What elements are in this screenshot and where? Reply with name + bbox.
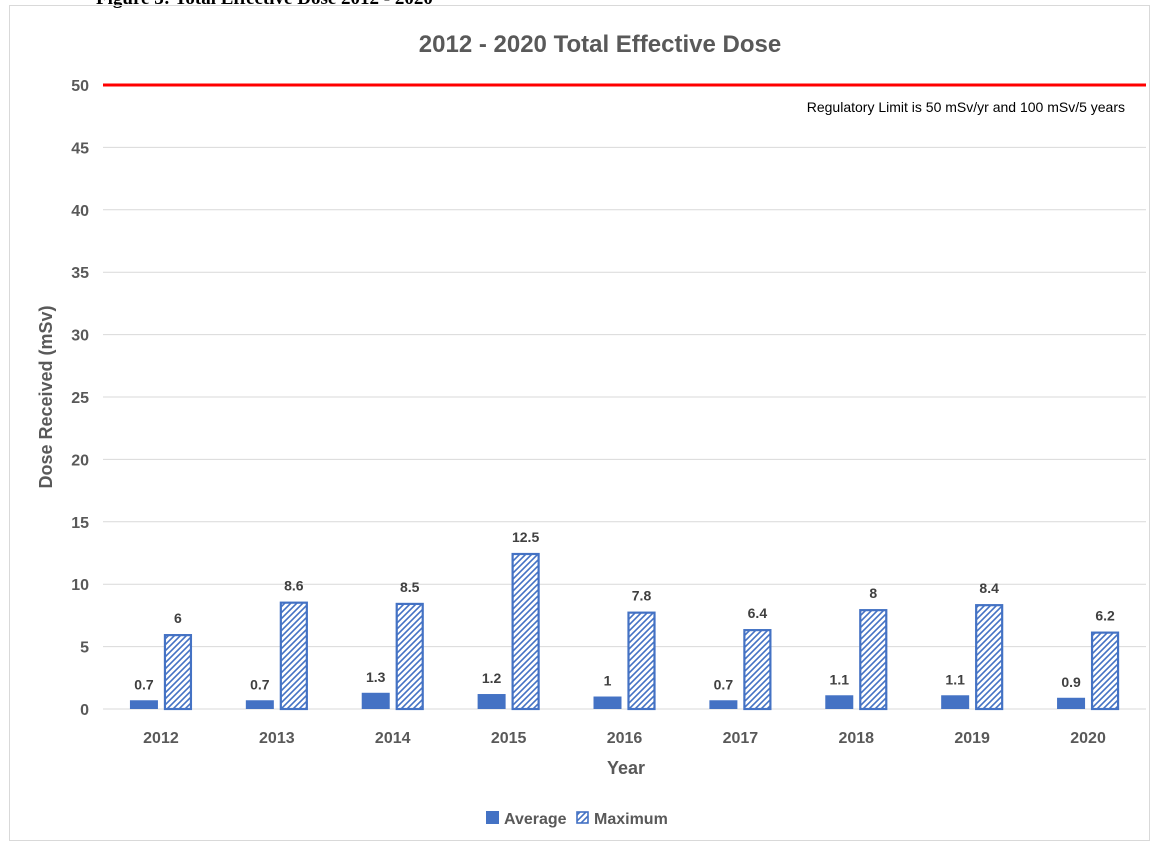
- y-tick-label: 50: [71, 78, 89, 95]
- bar-maximum: [395, 602, 424, 711]
- data-label-average: 1.1: [830, 671, 850, 687]
- bar-maximum: [1090, 631, 1120, 711]
- data-label-maximum: 6: [174, 610, 182, 626]
- data-label-average: 1: [604, 673, 612, 689]
- y-tick-label: 5: [80, 640, 89, 657]
- x-tick-label: 2014: [375, 730, 411, 747]
- figure-caption: Figure 3: Total Effective Dose 2012 - 20…: [96, 0, 433, 10]
- data-label-maximum: 8.4: [979, 580, 999, 596]
- bar-average: [1057, 697, 1086, 709]
- bar-average: [129, 700, 158, 709]
- data-label-average: 0.9: [1061, 674, 1081, 690]
- y-axis-title: Dose Received (mSv): [36, 305, 56, 488]
- chart-title: 2012 - 2020 Total Effective Dose: [419, 31, 781, 58]
- bar-average: [825, 695, 854, 709]
- y-tick-label: 45: [71, 140, 89, 157]
- labels-layer: 0 5 10 15 20 25 30 35 40 45 50 0.7 6 2012 0.7 8.6 2013 1.…: [71, 78, 1115, 747]
- bars-layer: [103, 83, 1146, 711]
- data-label-average: 1.1: [945, 671, 965, 687]
- y-tick-label: 10: [71, 577, 89, 594]
- data-label-average: 1.2: [482, 670, 502, 686]
- y-tick-label: 40: [71, 203, 89, 220]
- bar-maximum: [743, 629, 772, 711]
- regulatory-limit-annotation: Regulatory Limit is 50 mSv/yr and 100 mS…: [807, 99, 1125, 115]
- x-tick-label: 2013: [259, 730, 295, 747]
- data-label-maximum: 7.8: [632, 588, 652, 604]
- y-tick-label: 35: [71, 265, 89, 282]
- y-tick-label: 0: [80, 702, 89, 719]
- data-label-maximum: 8: [869, 585, 877, 601]
- bar-maximum: [511, 552, 540, 711]
- x-tick-label: 2012: [143, 730, 179, 747]
- y-tick-label: 15: [71, 515, 89, 532]
- data-label-maximum: 8.5: [400, 579, 420, 595]
- legend-swatch-maximum: [576, 811, 589, 824]
- legend-swatch-average: [486, 811, 499, 824]
- data-label-average: 0.7: [134, 676, 154, 692]
- legend-label-average: Average: [504, 811, 567, 828]
- data-label-average: 1.3: [366, 669, 386, 685]
- data-label-maximum: 6.2: [1095, 608, 1115, 624]
- chart-frame: [9, 5, 1150, 841]
- bar-maximum: [859, 609, 888, 711]
- x-tick-label: 2018: [838, 730, 874, 747]
- bar-average: [361, 692, 390, 709]
- data-label-average: 0.7: [250, 676, 270, 692]
- x-tick-label: 2019: [954, 730, 990, 747]
- y-tick-label: 20: [71, 452, 89, 469]
- bar-average: [245, 700, 274, 709]
- data-label-maximum: 8.6: [284, 578, 304, 594]
- bar-maximum: [975, 604, 1004, 711]
- bar-average: [477, 694, 506, 709]
- bar-maximum: [279, 601, 308, 711]
- bar-average: [941, 695, 970, 709]
- legend-label-maximum: Maximum: [594, 811, 668, 828]
- data-label-maximum: 6.4: [748, 605, 768, 621]
- x-tick-label: 2017: [723, 730, 759, 747]
- x-tick-label: 2016: [607, 730, 643, 747]
- x-tick-label: 2020: [1070, 730, 1106, 747]
- x-tick-label: 2015: [491, 730, 527, 747]
- bar-average: [709, 700, 738, 709]
- y-tick-label: 25: [71, 390, 89, 407]
- bar-maximum: [163, 634, 193, 711]
- bar-average: [593, 696, 622, 709]
- data-label-maximum: 12.5: [512, 529, 539, 545]
- x-axis-title: Year: [607, 758, 645, 778]
- data-label-average: 0.7: [714, 676, 734, 692]
- y-tick-label: 30: [71, 328, 89, 345]
- legend: Average Maximum: [486, 811, 668, 828]
- bar-maximum: [627, 611, 656, 711]
